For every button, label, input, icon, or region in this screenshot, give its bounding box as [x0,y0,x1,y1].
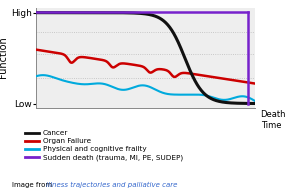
Text: Death
Time: Death Time [261,110,286,130]
Y-axis label: Function: Function [0,37,8,79]
Legend: Cancer, Organ Failure, Physical and cognitive frailty, Sudden death (trauma, MI,: Cancer, Organ Failure, Physical and cogn… [22,127,186,163]
Text: illness trajectories and palliative care: illness trajectories and palliative care [46,182,178,188]
Text: Image from: Image from [12,182,54,188]
